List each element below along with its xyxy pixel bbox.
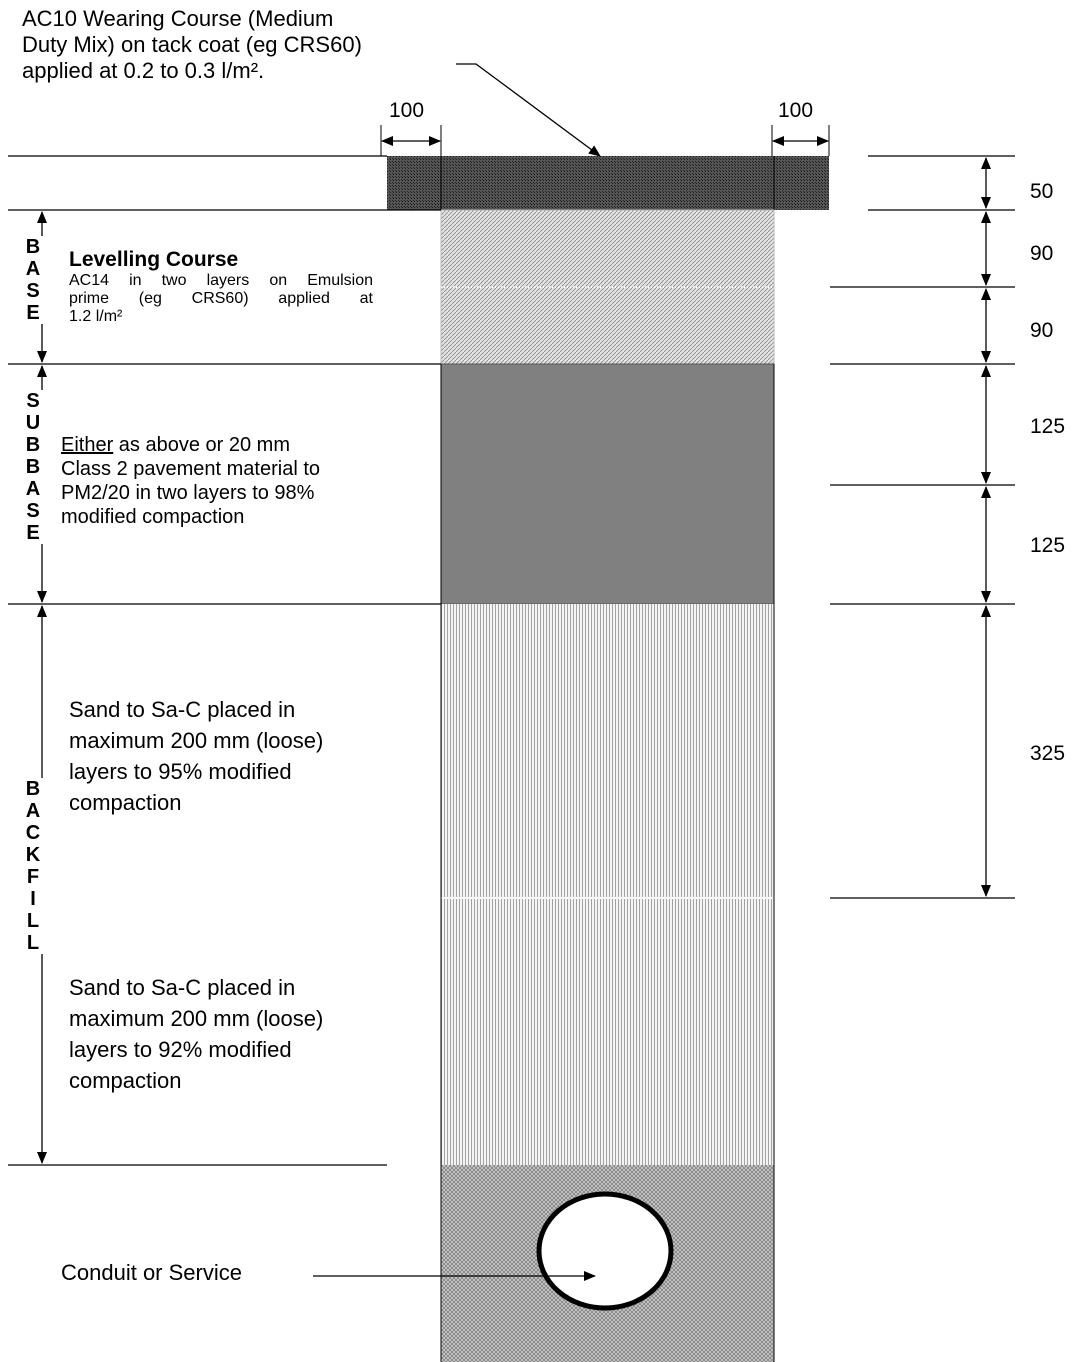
wearing-course-note: AC10 Wearing Course (Medium Duty Mix) on… bbox=[22, 6, 462, 84]
wearing-course-line-1: AC10 Wearing Course (Medium bbox=[22, 6, 334, 31]
backfill-upper-line-2: maximum 200 mm (loose) bbox=[69, 728, 324, 753]
backfill-side-label: B A C K F I L L bbox=[22, 778, 44, 954]
backfill-upper-line-3: layers to 95% modified bbox=[69, 759, 292, 784]
subbase-side-label: S U B B A S E bbox=[22, 390, 44, 544]
thickness-wearing: 50 bbox=[1030, 180, 1053, 203]
levelling-course-title: Levelling Course bbox=[69, 248, 239, 271]
wearing-course-leader bbox=[456, 63, 601, 157]
levelling-course-line-2: prime (eg CRS60) applied at bbox=[69, 290, 373, 307]
backfill-lower-line-4: compaction bbox=[69, 1068, 182, 1093]
thickness-subbase-1: 125 bbox=[1030, 415, 1065, 438]
wearing-course-layer bbox=[387, 156, 829, 210]
backfill-lower-line-3: layers to 92% modified bbox=[69, 1037, 292, 1062]
levelling-course-line-3: 1.2 l/m² bbox=[69, 308, 123, 325]
backfill-upper-line-1: Sand to Sa-C placed in bbox=[69, 697, 296, 722]
subbase-note-line-1-rest: as above or 20 mm bbox=[113, 434, 290, 456]
conduit-label: Conduit or Service bbox=[61, 1260, 242, 1285]
backfill-layer bbox=[441, 604, 774, 1165]
overlap-left-label: 100 bbox=[389, 99, 424, 122]
wearing-course-line-2: Duty Mix) on tack coat (eg CRS60) bbox=[22, 32, 362, 57]
subbase-note-line-3: PM2/20 in two layers to 98% bbox=[61, 482, 315, 504]
levelling-course-line-1: AC14 in two layers on Emulsion bbox=[69, 272, 373, 289]
subbase-note: Either as above or 20 mm Class 2 pavemen… bbox=[61, 433, 401, 529]
thickness-levelling-2: 90 bbox=[1030, 319, 1053, 342]
thickness-backfill-1: 325 bbox=[1030, 742, 1065, 765]
overlap-right-label: 100 bbox=[778, 99, 813, 122]
backfill-lower-line-1: Sand to Sa-C placed in bbox=[69, 975, 296, 1000]
subbase-layer bbox=[440, 363, 775, 605]
thickness-subbase-2: 125 bbox=[1030, 534, 1065, 557]
base-side-label: B A S E bbox=[22, 236, 44, 324]
subbase-note-line-2: Class 2 pavement material to bbox=[61, 458, 321, 480]
backfill-lower-line-2: maximum 200 mm (loose) bbox=[69, 1006, 324, 1031]
backfill-lower-note: Sand to Sa-C placed in maximum 200 mm (l… bbox=[69, 972, 409, 1096]
backfill-upper-line-4: compaction bbox=[69, 790, 182, 815]
levelling-course-layer bbox=[440, 209, 775, 365]
levelling-course-note: Levelling Course AC14 in two layers on E… bbox=[69, 248, 373, 326]
backfill-upper-note: Sand to Sa-C placed in maximum 200 mm (l… bbox=[69, 694, 409, 818]
subbase-note-line-4: modified compaction bbox=[61, 506, 245, 528]
subbase-either: Either bbox=[61, 434, 114, 456]
conduit-circle bbox=[536, 1191, 674, 1311]
wearing-course-line-3: applied at 0.2 to 0.3 l/m². bbox=[22, 58, 265, 83]
thickness-levelling-1: 90 bbox=[1030, 242, 1053, 265]
subbase-note-line-1: Either as above or 20 mm bbox=[61, 433, 401, 457]
